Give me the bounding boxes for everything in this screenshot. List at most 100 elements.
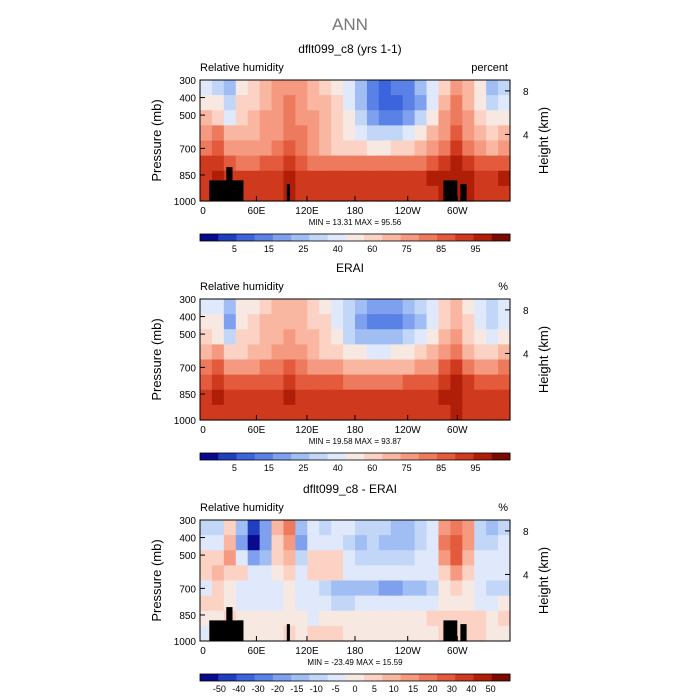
heatmap-cell xyxy=(462,110,475,126)
y-tick-label: 500 xyxy=(179,551,196,562)
heatmap-cell xyxy=(331,625,344,642)
heatmap-cell xyxy=(295,170,308,187)
colorbar-segment xyxy=(473,453,493,460)
heatmap-cell xyxy=(223,95,237,111)
heatmap-cell xyxy=(343,625,356,642)
heatmap-cell xyxy=(366,389,380,406)
colorbar-segment xyxy=(309,453,329,460)
heatmap-cell xyxy=(319,110,332,126)
heatmap-cell xyxy=(462,125,475,142)
heatmap-cell xyxy=(486,404,499,421)
heatmap-cell xyxy=(295,550,308,566)
heatmap-cell xyxy=(378,299,392,315)
heatmap-cell xyxy=(200,404,213,421)
colorbar-label: 25 xyxy=(298,463,308,473)
y-tick-label: 700 xyxy=(179,363,196,374)
colorbar-segment xyxy=(272,234,292,241)
heatmap-cell xyxy=(295,140,308,157)
colorbar-label: 15 xyxy=(264,463,274,473)
heatmap-cell xyxy=(390,625,404,642)
heatmap-cell xyxy=(438,595,451,612)
heatmap-cell xyxy=(462,610,475,627)
heatmap-cell xyxy=(355,359,368,376)
heatmap-cell xyxy=(498,140,511,157)
heatmap-cell xyxy=(414,170,428,187)
heatmap-cell xyxy=(426,580,440,597)
colorbar-label: 15 xyxy=(264,244,274,254)
heatmap-cell xyxy=(438,110,451,126)
colorbar-segment xyxy=(236,674,256,681)
heatmap-cell xyxy=(486,535,499,551)
heatmap-cell xyxy=(486,580,499,597)
heatmap-cell xyxy=(283,550,296,566)
heatmap-cell xyxy=(438,155,451,172)
colorbar-label: 25 xyxy=(298,244,308,254)
heatmap-cell xyxy=(378,535,392,551)
heatmap-cell xyxy=(414,185,428,202)
heatmap-cell xyxy=(319,299,332,315)
y-tick-label: 300 xyxy=(179,516,196,527)
heatmap-cell xyxy=(331,80,344,96)
x-tick-label: 0 xyxy=(200,206,206,217)
heatmap-cell xyxy=(235,520,249,536)
heatmap-cell xyxy=(247,140,261,157)
heatmap-cell xyxy=(307,580,320,597)
colorbar-segment xyxy=(254,234,274,241)
heatmap-cell xyxy=(426,595,440,612)
heatmap-cell xyxy=(402,610,416,627)
heatmap-cell xyxy=(462,595,475,612)
heatmap-cell xyxy=(390,344,404,361)
colorbar-segment xyxy=(345,453,365,460)
heatmap-cell xyxy=(402,520,416,536)
heatmap-cell xyxy=(247,80,261,96)
heatmap-cell xyxy=(378,595,392,612)
chart-subtitle-left: Relative humidity xyxy=(200,281,284,293)
heatmap-cell xyxy=(223,314,237,330)
heatmap-cell xyxy=(438,374,451,391)
colorbar-label: 5 xyxy=(232,463,237,473)
heatmap-cell xyxy=(355,625,368,642)
heatmap-cell xyxy=(414,344,428,361)
heatmap-cell xyxy=(247,110,261,126)
heatmap-cell xyxy=(295,595,308,612)
heatmap-cell xyxy=(402,535,416,551)
y-axis-label: Pressure (mb) xyxy=(149,539,164,621)
heatmap-cell xyxy=(259,95,273,111)
heatmap-cell xyxy=(247,404,261,421)
heatmap-cell xyxy=(200,95,213,111)
heatmap-cell xyxy=(462,580,475,597)
heatmap-cell xyxy=(366,520,380,536)
heatmap-cell xyxy=(200,329,213,345)
heatmap-cell xyxy=(402,140,416,157)
heatmap-cell xyxy=(235,329,249,345)
heatmap-cell xyxy=(200,580,213,597)
heatmap-cell xyxy=(235,535,249,551)
heatmap-cell xyxy=(200,344,213,361)
heatmap-cell xyxy=(223,110,237,126)
colorbar-label: 75 xyxy=(402,463,412,473)
colorbar-segment xyxy=(327,453,347,460)
colorbar-frame xyxy=(199,673,511,682)
heatmap-cell xyxy=(390,299,404,315)
y-right-axis-label: Height (km) xyxy=(536,107,551,174)
heatmap-cell xyxy=(366,299,380,315)
heatmap-cell xyxy=(390,580,404,597)
x-tick-label: 120W xyxy=(395,646,422,657)
heatmap-cell xyxy=(211,595,225,612)
heatmap-cell xyxy=(271,329,285,345)
heatmap-cell xyxy=(307,610,320,627)
chart-title: ERAI xyxy=(336,261,364,275)
x-tick-label: 0 xyxy=(200,646,206,657)
terrain-block xyxy=(237,180,244,201)
heatmap-cell xyxy=(200,535,213,551)
chart-subtitle-left: Relative humidity xyxy=(200,62,284,74)
colorbar-segment xyxy=(309,674,329,681)
heatmap-cell xyxy=(307,125,320,142)
heatmap-cell xyxy=(498,625,511,642)
heatmap-cell xyxy=(331,125,344,142)
heatmap-cell xyxy=(259,314,273,330)
heatmap-cell xyxy=(259,140,273,157)
colorbar-label: -5 xyxy=(332,684,340,694)
heatmap-cell xyxy=(259,344,273,361)
heatmap-cell xyxy=(450,520,463,536)
